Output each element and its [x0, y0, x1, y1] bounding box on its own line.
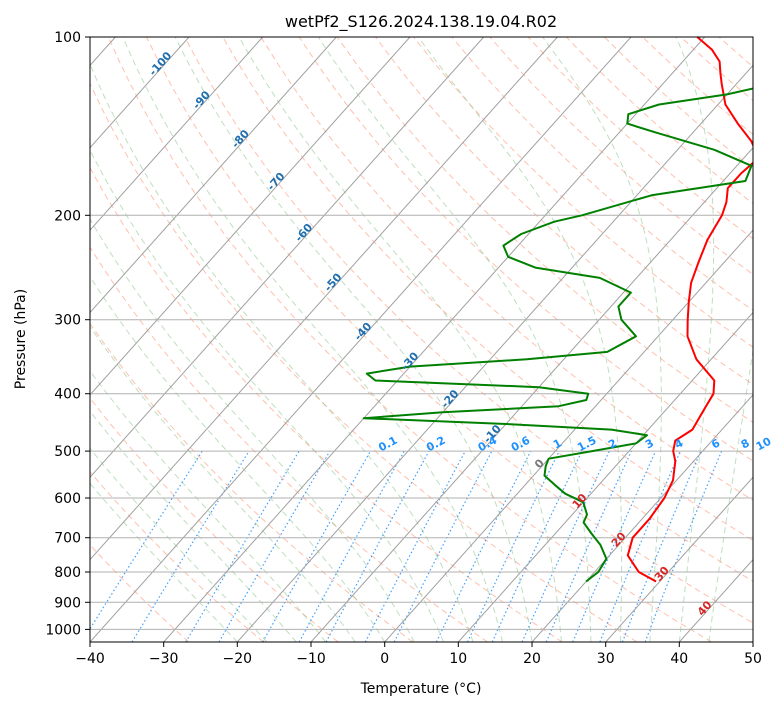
moist-adiabat	[90, 149, 445, 642]
dry-adiabat	[146, 37, 753, 624]
dry-adiabat	[451, 37, 753, 312]
mixing-ratio-line	[298, 450, 405, 642]
mixing-ratio-line	[621, 450, 702, 642]
isotherm-line	[457, 311, 753, 642]
dry-adiabat	[90, 397, 339, 642]
mixing-ratio-line	[545, 450, 632, 642]
x-tick-label: −40	[75, 651, 105, 667]
isotherm-line	[90, 37, 632, 642]
dry-adiabat	[107, 37, 712, 642]
y-tick-label: 200	[54, 208, 81, 224]
dry-adiabat	[90, 246, 488, 642]
y-tick-label: 800	[54, 565, 81, 581]
dry-adiabat	[375, 37, 753, 386]
x-tick-label: 40	[670, 651, 688, 667]
moist-adiabat	[90, 218, 415, 642]
x-axis-label: Temperature (°C)	[360, 681, 482, 697]
sounding-profiles	[362, 37, 753, 583]
moist-adiabat	[90, 482, 238, 642]
isotherm-line	[90, 37, 485, 479]
y-tick-label: 300	[54, 313, 81, 329]
moist-adiabat	[317, 37, 592, 642]
pressure-grid	[90, 37, 753, 630]
mixing-ratio-line	[325, 450, 430, 642]
dry-adiabat	[90, 82, 638, 642]
isotherm-line	[236, 64, 753, 642]
moist-adiabat	[90, 370, 327, 642]
isotherm-line	[163, 37, 706, 642]
moist-adiabat	[708, 348, 753, 642]
dewpoint-profile	[362, 87, 753, 583]
y-tick-label: 500	[54, 444, 81, 460]
dry-adiabat	[90, 166, 563, 642]
x-tick-label: −10	[296, 651, 326, 667]
isotherm-line	[90, 37, 558, 561]
moist-adiabat	[90, 62, 474, 642]
dry-adiabat	[90, 544, 190, 642]
y-tick-label: 700	[54, 531, 81, 547]
x-tick-label: −30	[149, 651, 179, 667]
moist-adiabat	[122, 37, 503, 642]
y-axis-ticks: 100 200 300 400 500 600 700 800 900 1000	[45, 30, 90, 638]
moist-adiabat	[238, 37, 562, 642]
y-tick-label: 1000	[45, 622, 81, 638]
mixing-ratio-line	[262, 450, 372, 642]
moist-adiabat	[174, 37, 533, 642]
plot-frame	[89, 36, 754, 643]
moist-adiabat	[675, 37, 715, 642]
isotherm-line	[90, 37, 264, 231]
chart-title: wetPf2_S126.2024.138.19.04.R02	[285, 12, 557, 32]
x-tick-label: 10	[449, 651, 467, 667]
moist-adiabat	[90, 275, 386, 642]
isotherm-line	[90, 37, 190, 149]
isotherm-line	[310, 146, 753, 642]
moist-adiabat	[90, 410, 297, 642]
x-tick-label: 30	[597, 651, 615, 667]
x-axis-ticks: −40 −30 −20 −10 0 10 20 30 40 50	[75, 642, 762, 667]
mixing-ratio-line	[599, 450, 681, 642]
moist-adiabat	[417, 37, 623, 642]
x-tick-label: −20	[223, 651, 253, 667]
y-tick-label: 900	[54, 595, 81, 611]
moist-adiabat	[90, 325, 356, 642]
dry-adiabat	[413, 37, 753, 348]
y-tick-label: 400	[54, 387, 81, 403]
x-tick-label: 20	[523, 651, 541, 667]
isotherm-line	[90, 37, 411, 396]
isotherm-line	[605, 476, 753, 642]
temperature-profile	[626, 37, 753, 583]
isotherm-line	[90, 37, 337, 314]
y-tick-label: 100	[54, 30, 81, 46]
mixing-ratio-label: 10	[754, 435, 774, 454]
mixing-ratio-line	[435, 450, 532, 642]
isotherm-line	[384, 229, 753, 642]
mixing-ratio-line	[644, 450, 723, 642]
moist-adiabat	[542, 37, 662, 642]
mixing-ratio-line	[572, 450, 657, 642]
y-tick-label: 600	[54, 491, 81, 507]
moist-adiabat	[90, 447, 268, 642]
isotherm-line	[531, 394, 753, 642]
x-tick-label: 0	[380, 651, 389, 667]
x-tick-label: 50	[744, 651, 762, 667]
y-axis-label: Pressure (hPa)	[13, 289, 29, 389]
dry-adiabat	[336, 37, 753, 423]
mixing-ratio-line	[90, 450, 203, 630]
background-lines	[90, 37, 753, 642]
dry-adiabat	[90, 470, 264, 642]
